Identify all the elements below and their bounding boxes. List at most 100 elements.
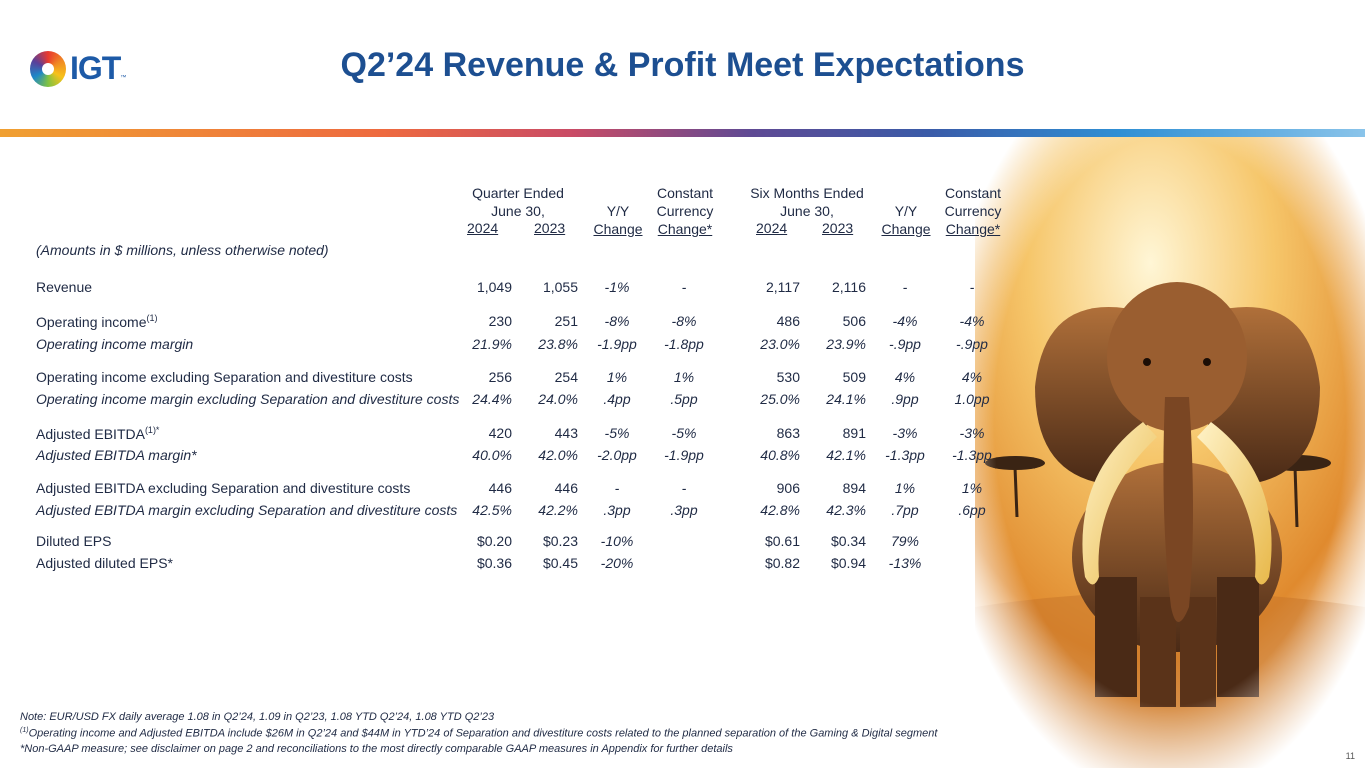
cell-scc: -1.3pp [952, 447, 992, 463]
header-six-change-star-label: Change* [945, 221, 1001, 237]
cell-q24: 256 [488, 369, 512, 385]
footnote-separation-text: Operating income and Adjusted EBITDA inc… [28, 727, 938, 740]
cell-s24: 42.8% [760, 502, 800, 518]
cell-qyy: - [614, 480, 620, 496]
table-row: Adjusted EBITDA margin excluding Separat… [0, 502, 1010, 524]
cell-q24: $0.36 [476, 555, 512, 571]
header-s-2024: 2024 [756, 220, 788, 236]
header-six-months-line2: June 30, [780, 203, 834, 219]
cell-q23: $0.23 [542, 533, 578, 549]
header-yy-label: Y/Y [606, 203, 630, 219]
row-label: Operating income margin excluding Separa… [36, 391, 459, 407]
row-label-text: Adjusted EBITDA excluding Separation and… [36, 480, 411, 496]
cell-q24: 420 [488, 425, 512, 441]
row-label: Diluted EPS [36, 533, 111, 549]
row-label: Adjusted EBITDA excluding Separation and… [36, 480, 410, 496]
cell-q23: 443 [554, 425, 578, 441]
cell-s23: 42.3% [826, 502, 866, 518]
elephant-illustration [975, 137, 1365, 768]
igt-logo-mark-icon [30, 50, 66, 87]
row-label-footnote-marker: (1)* [144, 425, 160, 435]
cell-s24: 906 [776, 480, 800, 496]
cell-q24: 40.0% [472, 447, 512, 463]
cell-s23: 42.1% [826, 447, 866, 463]
header-six-months-line1: Six Months Ended [750, 185, 864, 201]
cell-qyy: 1% [606, 369, 628, 385]
cell-syy: -1.3pp [885, 447, 925, 463]
cell-s24: 2,117 [766, 279, 800, 295]
cell-s23: 2,116 [832, 279, 866, 295]
cell-q23: 1,055 [542, 279, 578, 295]
igt-logo: IGT ™ [30, 50, 126, 87]
header-six-currency-label: Currency [944, 203, 1002, 219]
cell-syy: 4% [894, 369, 916, 385]
cell-scc: - [969, 279, 975, 295]
row-label: Operating income margin [36, 336, 193, 352]
logo-trademark: ™ [120, 75, 127, 81]
cell-qyy: -10% [600, 533, 634, 549]
cell-q23: $0.45 [542, 555, 578, 571]
cell-s24: $0.82 [764, 555, 800, 571]
row-label: Adjusted EBITDA margin* [36, 447, 197, 463]
header-quarter-yy: Y/Y Change [588, 202, 648, 238]
header-six-change-label: Change [881, 221, 931, 237]
cell-scc: 4% [961, 369, 983, 385]
cell-qcc: -1.9pp [664, 447, 704, 463]
footnote-separation: (1)Operating income and Adjusted EBITDA … [20, 727, 937, 740]
cell-s23: $0.34 [830, 533, 866, 549]
header-change-star-label: Change* [657, 221, 713, 237]
cell-s24: 25.0% [760, 391, 800, 407]
row-label-text: Diluted EPS [36, 533, 112, 549]
table-row: Operating income margin excluding Separa… [0, 391, 1010, 413]
cell-qyy: .4pp [603, 391, 631, 407]
cell-syy: -.9pp [889, 336, 921, 352]
header-six-constant-currency: Constant Currency Change* [936, 184, 1010, 238]
cell-qcc: 1% [673, 369, 695, 385]
row-label-text: Adjusted EBITDA margin excluding Separat… [36, 502, 458, 518]
cell-qcc: .3pp [670, 502, 698, 518]
row-label-text: Adjusted EBITDA [36, 426, 145, 442]
cell-qyy: -2.0pp [597, 447, 637, 463]
header-quarter-ended: Quarter Ended June 30, [458, 184, 578, 220]
cell-scc: -.9pp [956, 336, 988, 352]
row-label-text: Operating income excluding Separation an… [36, 369, 413, 385]
cell-syy: -13% [888, 555, 922, 571]
table-row: Operating income margin 21.9% 23.8% -1.9pp -… [0, 336, 1010, 358]
cell-q23: 446 [554, 480, 578, 496]
cell-qyy: -8% [604, 313, 630, 329]
footnote-fx: Note: EUR/USD FX daily average 1.08 in Q… [20, 711, 495, 723]
row-label-text: Adjusted EBITDA margin* [36, 447, 197, 463]
cell-scc: -4% [959, 313, 985, 329]
cell-syy: 79% [890, 533, 920, 549]
header-six-yy: Y/Y Change [876, 202, 936, 238]
row-label: Operating income excluding Separation an… [36, 369, 413, 385]
cell-s23: 23.9% [826, 336, 866, 352]
cell-q24: 21.9% [472, 336, 512, 352]
cell-q23: 24.0% [538, 391, 578, 407]
header-s-2023: 2023 [822, 220, 854, 236]
footnote-non-gaap: *Non-GAAP measure; see disclaimer on pag… [20, 743, 733, 755]
cell-s23: 24.1% [826, 391, 866, 407]
cell-qyy: -1% [604, 279, 630, 295]
row-label-text: Operating income margin excluding Separa… [36, 391, 460, 407]
table-row: Diluted EPS $0.20 $0.23 -10% $0.61 $0.34 79% [0, 533, 1010, 555]
cell-scc: .6pp [958, 502, 986, 518]
cell-s23: 506 [842, 313, 866, 329]
cell-syy: - [902, 279, 908, 295]
row-label: Adjusted EBITDA margin excluding Separat… [36, 502, 457, 518]
row-label-text: Revenue [36, 279, 93, 295]
table-row: Adjusted EBITDA(1)* 420 443 -5% -5% 863 891 -3%… [0, 425, 1010, 447]
table-row: Adjusted diluted EPS* $0.36 $0.45 -20% $0.82… [0, 555, 1010, 577]
cell-syy: .7pp [891, 502, 919, 518]
amounts-note: (Amounts in $ millions, unless otherwise… [36, 242, 329, 258]
footnote-separation-marker: (1) [20, 727, 29, 734]
cell-q23: 254 [554, 369, 578, 385]
cell-qcc: - [681, 480, 687, 496]
cell-s24: $0.61 [764, 533, 800, 549]
cell-s24: 23.0% [760, 336, 800, 352]
cell-scc: 1.0pp [954, 391, 990, 407]
cell-q24: 24.4% [472, 391, 512, 407]
logo-text: IGT [70, 50, 121, 86]
cell-syy: -3% [892, 425, 918, 441]
header-q-2024: 2024 [467, 220, 499, 236]
